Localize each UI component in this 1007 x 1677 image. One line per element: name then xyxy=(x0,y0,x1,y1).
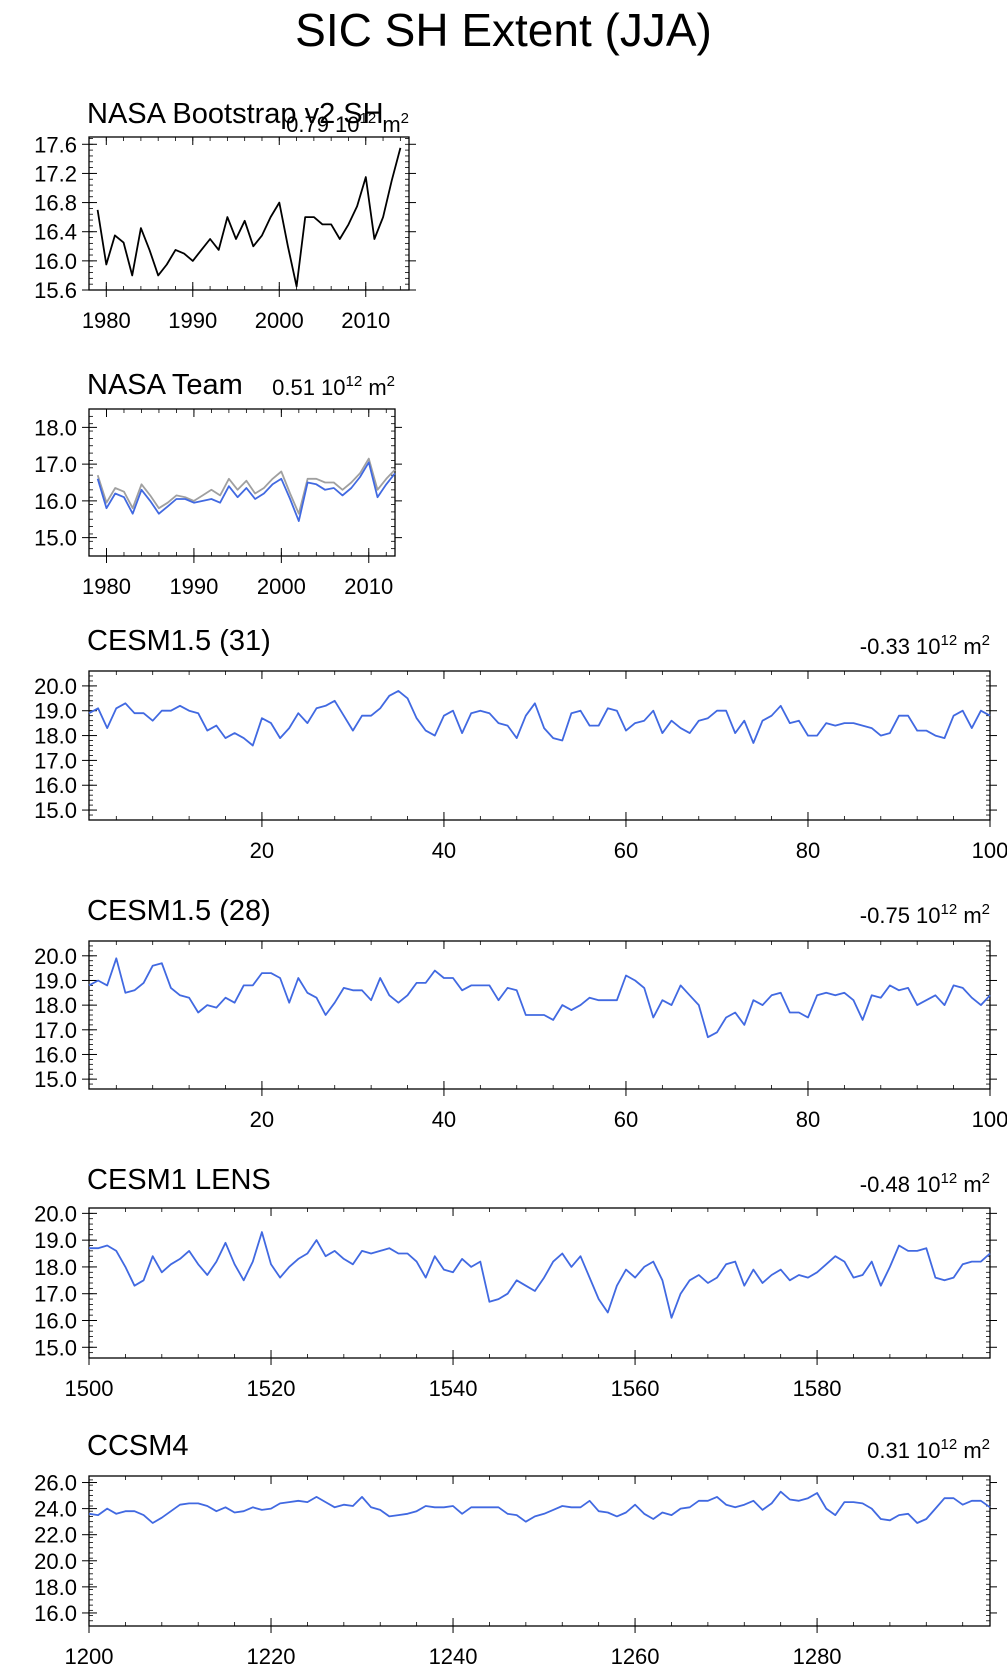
x-tick-label: 100 xyxy=(972,1107,1007,1132)
y-tick-label: 17.6 xyxy=(34,132,77,157)
y-tick-label: 18.0 xyxy=(34,1575,77,1600)
y-tick-label: 20.0 xyxy=(34,944,77,969)
y-tick-label: 15.0 xyxy=(34,526,77,551)
x-tick-label: 1980 xyxy=(82,574,131,599)
trend-annotation: -0.48 1012 m2 xyxy=(860,1170,990,1197)
x-tick-label: 60 xyxy=(614,838,638,863)
panel-title: CESM1 LENS xyxy=(87,1164,271,1196)
x-tick-label: 80 xyxy=(796,1107,820,1132)
x-tick-label: 20 xyxy=(250,1107,274,1132)
y-tick-label: 15.6 xyxy=(34,278,77,303)
x-tick-label: 1220 xyxy=(247,1644,296,1669)
series-line-1 xyxy=(88,690,991,747)
trend-annotation: 0.79 1012 m2 xyxy=(286,110,409,137)
y-tick-label: 19.0 xyxy=(34,699,77,724)
y-tick-label: 18.0 xyxy=(34,415,77,440)
trend-annotation: -0.33 1012 m2 xyxy=(860,632,990,659)
trend-annotation: 0.31 1012 m2 xyxy=(867,1436,990,1463)
y-tick-label: 16.8 xyxy=(34,191,77,216)
x-tick-label: 1990 xyxy=(168,308,217,333)
x-tick-label: 2010 xyxy=(344,574,393,599)
panel-title: CCSM4 xyxy=(87,1430,189,1462)
y-tick-label: 18.0 xyxy=(34,993,77,1018)
y-tick-label: 26.0 xyxy=(34,1471,77,1496)
x-tick-label: 2000 xyxy=(257,574,306,599)
y-tick-label: 17.2 xyxy=(34,161,77,186)
x-tick-label: 2010 xyxy=(341,308,390,333)
x-tick-label: 1990 xyxy=(169,574,218,599)
x-tick-label: 1500 xyxy=(65,1376,114,1401)
y-tick-label: 16.0 xyxy=(34,249,77,274)
x-tick-label: 1980 xyxy=(82,308,131,333)
x-tick-label: 60 xyxy=(614,1107,638,1132)
x-tick-label: 1520 xyxy=(247,1376,296,1401)
y-tick-label: 19.0 xyxy=(34,1228,77,1253)
y-tick-label: 17.0 xyxy=(34,1018,77,1043)
series-line-1 xyxy=(89,1231,991,1319)
y-tick-label: 16.0 xyxy=(34,489,77,514)
x-tick-label: 20 xyxy=(250,838,274,863)
x-tick-label: 40 xyxy=(432,1107,456,1132)
panel-title: CESM1.5 (31) xyxy=(87,625,271,657)
y-tick-label: 20.0 xyxy=(34,674,77,699)
panel-title: CESM1.5 (28) xyxy=(87,895,271,927)
y-tick-label: 20.0 xyxy=(34,1201,77,1226)
y-tick-label: 18.0 xyxy=(34,724,77,749)
y-tick-label: 15.0 xyxy=(34,1067,77,1092)
panel-3: 15.016.017.018.019.020.0 20 40 60 80 100 CESM1… xyxy=(34,625,1007,863)
y-tick-label: 19.0 xyxy=(34,968,77,993)
y-tick-label: 20.0 xyxy=(34,1549,77,1574)
y-tick-label: 16.0 xyxy=(34,1601,77,1626)
y-tick-label: 22.0 xyxy=(34,1523,77,1548)
plot-frame xyxy=(88,408,396,557)
panel-4: 15.016.017.018.019.020.0 20 40 60 80 100 CESM1… xyxy=(34,895,1007,1132)
y-tick-label: 15.0 xyxy=(34,1335,77,1360)
figure-title: SIC SH Extent (JJA) xyxy=(295,4,712,56)
y-tick-label: 17.0 xyxy=(34,1282,77,1307)
plot-frame xyxy=(88,136,410,291)
x-tick-label: 40 xyxy=(432,838,456,863)
x-tick-label: 1200 xyxy=(65,1644,114,1669)
x-tick-label: 1560 xyxy=(611,1376,660,1401)
x-tick-label: 2000 xyxy=(255,308,304,333)
series-line-1 xyxy=(88,957,991,1039)
y-tick-label: 16.0 xyxy=(34,1309,77,1334)
x-tick-label: 100 xyxy=(972,838,1007,863)
x-tick-label: 1240 xyxy=(429,1644,478,1669)
y-tick-label: 16.0 xyxy=(34,773,77,798)
y-tick-label: 24.0 xyxy=(34,1497,77,1522)
y-tick-label: 15.0 xyxy=(34,798,77,823)
y-tick-label: 16.0 xyxy=(34,1042,77,1067)
x-tick-label: 80 xyxy=(796,838,820,863)
panel-1: 15.6 16.0 16.4 16.8 17.2 17.6 1980 1990 2000 2010… xyxy=(34,98,416,333)
panel-title: NASA Team xyxy=(87,369,243,401)
panel-2: 15.0 16.0 17.0 18.0 1980 1990 2000 2010 NASA Tea… xyxy=(34,369,402,599)
plot-frame xyxy=(88,670,991,821)
trend-annotation: -0.75 1012 m2 xyxy=(860,901,990,928)
x-tick-label: 1540 xyxy=(429,1376,478,1401)
y-tick-label: 17.0 xyxy=(34,748,77,773)
panel-5: 15.016.017.018.019.020.0 1500 1520 1540 1560… xyxy=(34,1164,997,1401)
plot-frame xyxy=(88,1475,991,1627)
trend-annotation: 0.51 1012 m2 xyxy=(272,373,395,400)
y-tick-label: 17.0 xyxy=(34,452,77,477)
panel-title: NASA Bootstrap v2 SH xyxy=(87,98,384,130)
x-tick-label: 1280 xyxy=(793,1644,842,1669)
series-line-2 xyxy=(96,461,396,522)
x-tick-label: 1580 xyxy=(793,1376,842,1401)
series-line-1 xyxy=(96,457,396,515)
series-line-1 xyxy=(96,147,402,288)
series-line-1 xyxy=(88,1490,991,1524)
panel-6: 16.018.020.022.024.026.0 1200 1220 1240 1260… xyxy=(34,1430,997,1669)
y-tick-label: 16.4 xyxy=(34,220,77,245)
x-tick-label: 1260 xyxy=(611,1644,660,1669)
y-tick-label: 18.0 xyxy=(34,1255,77,1280)
